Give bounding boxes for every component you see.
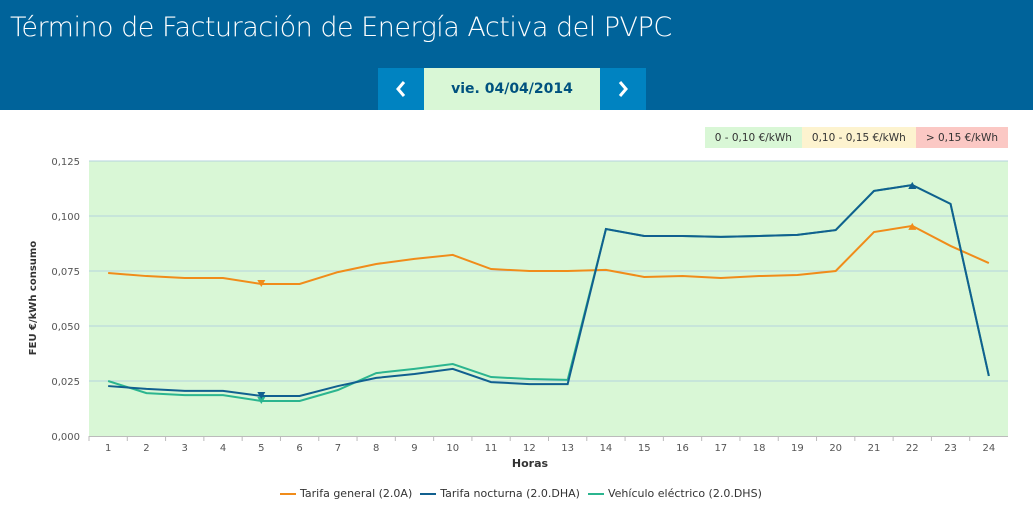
x-tick-label: 24 bbox=[982, 443, 995, 454]
legend-label: Tarifa general (2.0A) bbox=[300, 487, 413, 500]
max-marker-icon bbox=[908, 181, 917, 189]
x-tick-label: 13 bbox=[561, 443, 574, 454]
series-line bbox=[108, 224, 990, 285]
min-marker-icon bbox=[257, 397, 266, 405]
legend-label: Tarifa nocturna (2.0.DHA) bbox=[440, 487, 580, 500]
x-axis-label: Horas bbox=[512, 457, 549, 470]
date-picker[interactable]: vie. 04/04/2014 bbox=[424, 68, 600, 110]
x-tick-label: 17 bbox=[714, 443, 727, 454]
y-tick-label: 0,075 bbox=[51, 267, 80, 278]
page-title: Término de Facturación de Energía Activa… bbox=[10, 12, 672, 43]
prev-day-button[interactable] bbox=[378, 68, 424, 110]
max-marker-icon bbox=[908, 222, 917, 230]
chevron-right-icon bbox=[618, 81, 628, 97]
range-mid: 0,10 - 0,15 €/kWh bbox=[801, 127, 916, 148]
y-tick-label: 0,000 bbox=[51, 432, 80, 443]
x-tick-label: 18 bbox=[753, 443, 766, 454]
y-tick-label: 0,100 bbox=[51, 212, 80, 223]
x-tick-label: 5 bbox=[258, 443, 264, 454]
x-tick-label: 19 bbox=[791, 443, 804, 454]
legend-swatch bbox=[587, 492, 604, 495]
legend-label: Vehículo eléctrico (2.0.DHS) bbox=[607, 487, 762, 500]
legend-item[interactable]: Tarifa general (2.0A) bbox=[280, 487, 412, 500]
next-day-button[interactable] bbox=[600, 68, 646, 110]
price-ranges: 0 - 0,10 €/kWh 0,10 - 0,15 €/kWh > 0,15 … bbox=[704, 127, 1008, 148]
legend-item[interactable]: Vehículo eléctrico (2.0.DHS) bbox=[587, 487, 762, 500]
y-tick-label: 0,125 bbox=[51, 157, 80, 168]
x-tick-label: 9 bbox=[411, 443, 417, 454]
x-tick-label: 22 bbox=[906, 443, 919, 454]
x-tick-label: 16 bbox=[676, 443, 689, 454]
x-tick-label: 14 bbox=[600, 443, 613, 454]
plot-area bbox=[89, 161, 1008, 436]
x-tick-label: 10 bbox=[446, 443, 459, 454]
chart-legend: Tarifa general (2.0A) Tarifa nocturna (2.… bbox=[280, 487, 762, 500]
range-high: > 0,15 €/kWh bbox=[915, 127, 1008, 148]
y-tick-label: 0,050 bbox=[51, 322, 80, 333]
x-tick-label: 4 bbox=[220, 443, 226, 454]
legend-swatch bbox=[280, 492, 296, 495]
legend-swatch bbox=[420, 492, 437, 495]
date-navigator: vie. 04/04/2014 bbox=[378, 68, 646, 110]
x-tick-label: 20 bbox=[829, 443, 842, 454]
y-tick-label: 0,025 bbox=[51, 377, 80, 388]
legend-item[interactable]: Tarifa nocturna (2.0.DHA) bbox=[420, 487, 580, 500]
x-tick-label: 21 bbox=[868, 443, 881, 454]
chevron-left-icon bbox=[396, 81, 406, 97]
x-tick-label: 23 bbox=[944, 443, 957, 454]
x-tick-label: 6 bbox=[296, 443, 302, 454]
range-low: 0 - 0,10 €/kWh bbox=[704, 127, 802, 148]
x-tick-label: 3 bbox=[182, 443, 188, 454]
x-tick-label: 7 bbox=[335, 443, 341, 454]
series-line bbox=[108, 183, 990, 397]
x-tick-label: 8 bbox=[373, 443, 379, 454]
x-tick-label: 12 bbox=[523, 443, 536, 454]
x-tick-label: 15 bbox=[638, 443, 651, 454]
x-tick-label: 2 bbox=[143, 443, 149, 454]
x-tick-label: 1 bbox=[105, 443, 111, 454]
y-axis-label: FEU €/kWh consumo bbox=[28, 241, 39, 356]
x-tick-label: 11 bbox=[485, 443, 498, 454]
min-marker-icon bbox=[257, 391, 266, 399]
min-marker-icon bbox=[257, 279, 266, 287]
